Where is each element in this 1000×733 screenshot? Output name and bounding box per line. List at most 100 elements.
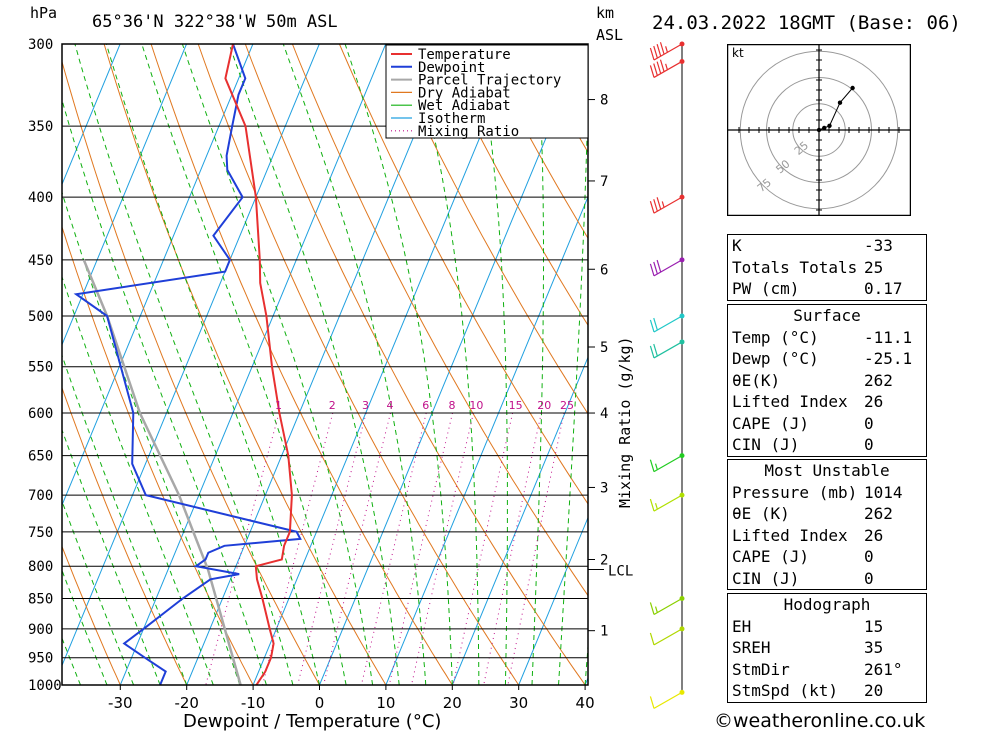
mixing-ratio-line — [297, 412, 367, 685]
x-tick-label: 40 — [576, 694, 595, 712]
most-unstable-index-label: Lifted Index — [732, 525, 848, 545]
general-index-label: K — [732, 236, 742, 255]
surface-index-row: Dewp (°C) -25.1 — [728, 348, 926, 370]
wind-barb-shaft — [653, 691, 683, 709]
mixing-ratio-line — [452, 412, 514, 685]
most-unstable-table: Most Unstable Pressure (mb) 1014 θE (K) 262… — [727, 459, 927, 590]
asl-label: ASL — [596, 26, 624, 44]
wind-barb-shaft — [653, 341, 683, 359]
surface-index-label: Lifted Index — [732, 392, 848, 411]
isotherm-line — [186, 44, 453, 685]
x-tick-label: -20 — [174, 694, 199, 712]
pressure-tick-label: 600 — [28, 406, 53, 422]
wind-barb-flag — [656, 61, 662, 74]
general-indices-table: K -33 Totals Totals 25 PW (cm) 0.17 — [727, 234, 927, 301]
hodograph-point — [850, 85, 855, 91]
mixing-ratio-label: 20 — [537, 399, 551, 412]
isotherm-line — [518, 516, 588, 685]
pressure-tick-label: 950 — [28, 651, 53, 667]
mixing-ratio-label: 2 — [329, 399, 336, 412]
mixing-ratio-label: 10 — [469, 399, 483, 412]
dry-adiabat-line — [338, 44, 588, 505]
hodograph-title: Hodograph — [783, 595, 871, 614]
height-tick-label: 5 — [600, 340, 608, 356]
wind-barb-flag — [649, 200, 655, 214]
hodograph-point — [827, 123, 832, 128]
pressure-tick-label: 300 — [28, 37, 53, 53]
wind-barb-flag — [649, 345, 655, 359]
isotherm-line — [319, 44, 586, 685]
surface-index-value: -11.1 — [864, 327, 913, 347]
surface-index-value: 0 — [864, 413, 874, 433]
x-tick-label: -10 — [241, 694, 266, 712]
wind-barb-flag — [649, 47, 655, 61]
dry-adiabat-line — [197, 44, 520, 685]
mixing-ratio-label: 15 — [509, 399, 523, 412]
dry-adiabat-line — [716, 44, 720, 685]
wind-barb-shaft — [653, 60, 683, 78]
wind-barb-flag — [654, 463, 658, 470]
legend-entry: Isotherm — [418, 111, 485, 127]
location-title: 65°36'N 322°38'W 50m ASL — [92, 12, 338, 32]
dry-adiabat-line — [62, 60, 320, 685]
isotherm-line — [451, 355, 588, 685]
wet-adiabat-line — [558, 74, 588, 685]
general-index-value: 25 — [864, 257, 884, 277]
isotherm-line — [252, 44, 519, 685]
surface-index-row: θE(K) 262 — [728, 370, 926, 392]
hodograph-index-row: SREH 35 — [728, 637, 926, 659]
general-index-value: 0.17 — [864, 279, 903, 298]
most-unstable-index-label: Pressure (mb) — [732, 482, 858, 502]
mixing-ratio-label: 25 — [560, 399, 574, 412]
isotherm-line — [62, 44, 187, 347]
wind-barb-flag — [649, 319, 655, 333]
wind-barb-shaft — [653, 455, 683, 473]
general-index-label: Totals Totals — [732, 257, 858, 277]
wet-adiabat-line — [228, 44, 400, 685]
surface-index-value: 0 — [864, 435, 874, 454]
hodograph-index-value: 261° — [864, 659, 903, 679]
surface-index-label: CAPE (J) — [732, 413, 810, 433]
surface-index-value: 262 — [864, 370, 893, 390]
dry-adiabat-line — [386, 44, 588, 415]
dry-adiabat-line — [244, 44, 586, 685]
pressure-tick-label: 850 — [28, 591, 53, 607]
wet-adiabat-line — [62, 499, 135, 685]
height-tick-label: 2 — [600, 553, 608, 569]
hodograph-index-label: SREH — [732, 638, 771, 657]
isotherm-line — [652, 44, 721, 685]
legend-entry: Mixing Ratio — [418, 124, 519, 140]
hodograph-point — [816, 127, 822, 133]
km-label: km — [596, 4, 615, 22]
wet-adiabat-line — [141, 44, 347, 685]
wind-barb-shaft — [653, 597, 683, 615]
wind-barb-flag — [665, 46, 669, 53]
wind-barb-flag — [653, 343, 658, 357]
legend-box — [385, 44, 589, 139]
general-index-label: PW (cm) — [732, 279, 800, 298]
plot-frame — [61, 43, 589, 686]
copyright-footer[interactable]: ©weatheronline.co.uk — [714, 710, 926, 732]
surface-index-row: CAPE (J) 0 — [728, 413, 926, 435]
pressure-tick-label: 800 — [28, 559, 53, 575]
most-unstable-index-value: 1014 — [864, 482, 903, 502]
isotherm-line — [62, 44, 320, 667]
dry-adiabat-line — [433, 44, 588, 327]
most-unstable-index-value: 0 — [864, 547, 874, 566]
most-unstable-index-value: 26 — [864, 525, 884, 545]
wind-barb-flag — [661, 201, 665, 208]
dry-adiabat-line — [574, 44, 588, 69]
hodograph-index-row: EH 15 — [728, 616, 926, 638]
wet-adiabat-line — [62, 569, 108, 685]
hodograph-point — [837, 100, 843, 105]
wind-barb-flag — [656, 197, 662, 210]
height-tick-label: 4 — [600, 406, 608, 422]
datetime-title: 24.03.2022 18GMT (Base: 06) — [652, 12, 961, 34]
isotherm-line — [385, 195, 588, 685]
most-unstable-index-value: 262 — [864, 504, 893, 523]
wind-barb-shaft — [653, 196, 683, 214]
general-index-value: -33 — [864, 236, 893, 255]
legend-entry: Parcel Trajectory — [418, 73, 561, 89]
surface-table: Surface Temp (°C) -11.1 Dewp (°C) -25.1 θE(K… — [727, 304, 927, 457]
hodograph-index-label: EH — [732, 616, 752, 636]
